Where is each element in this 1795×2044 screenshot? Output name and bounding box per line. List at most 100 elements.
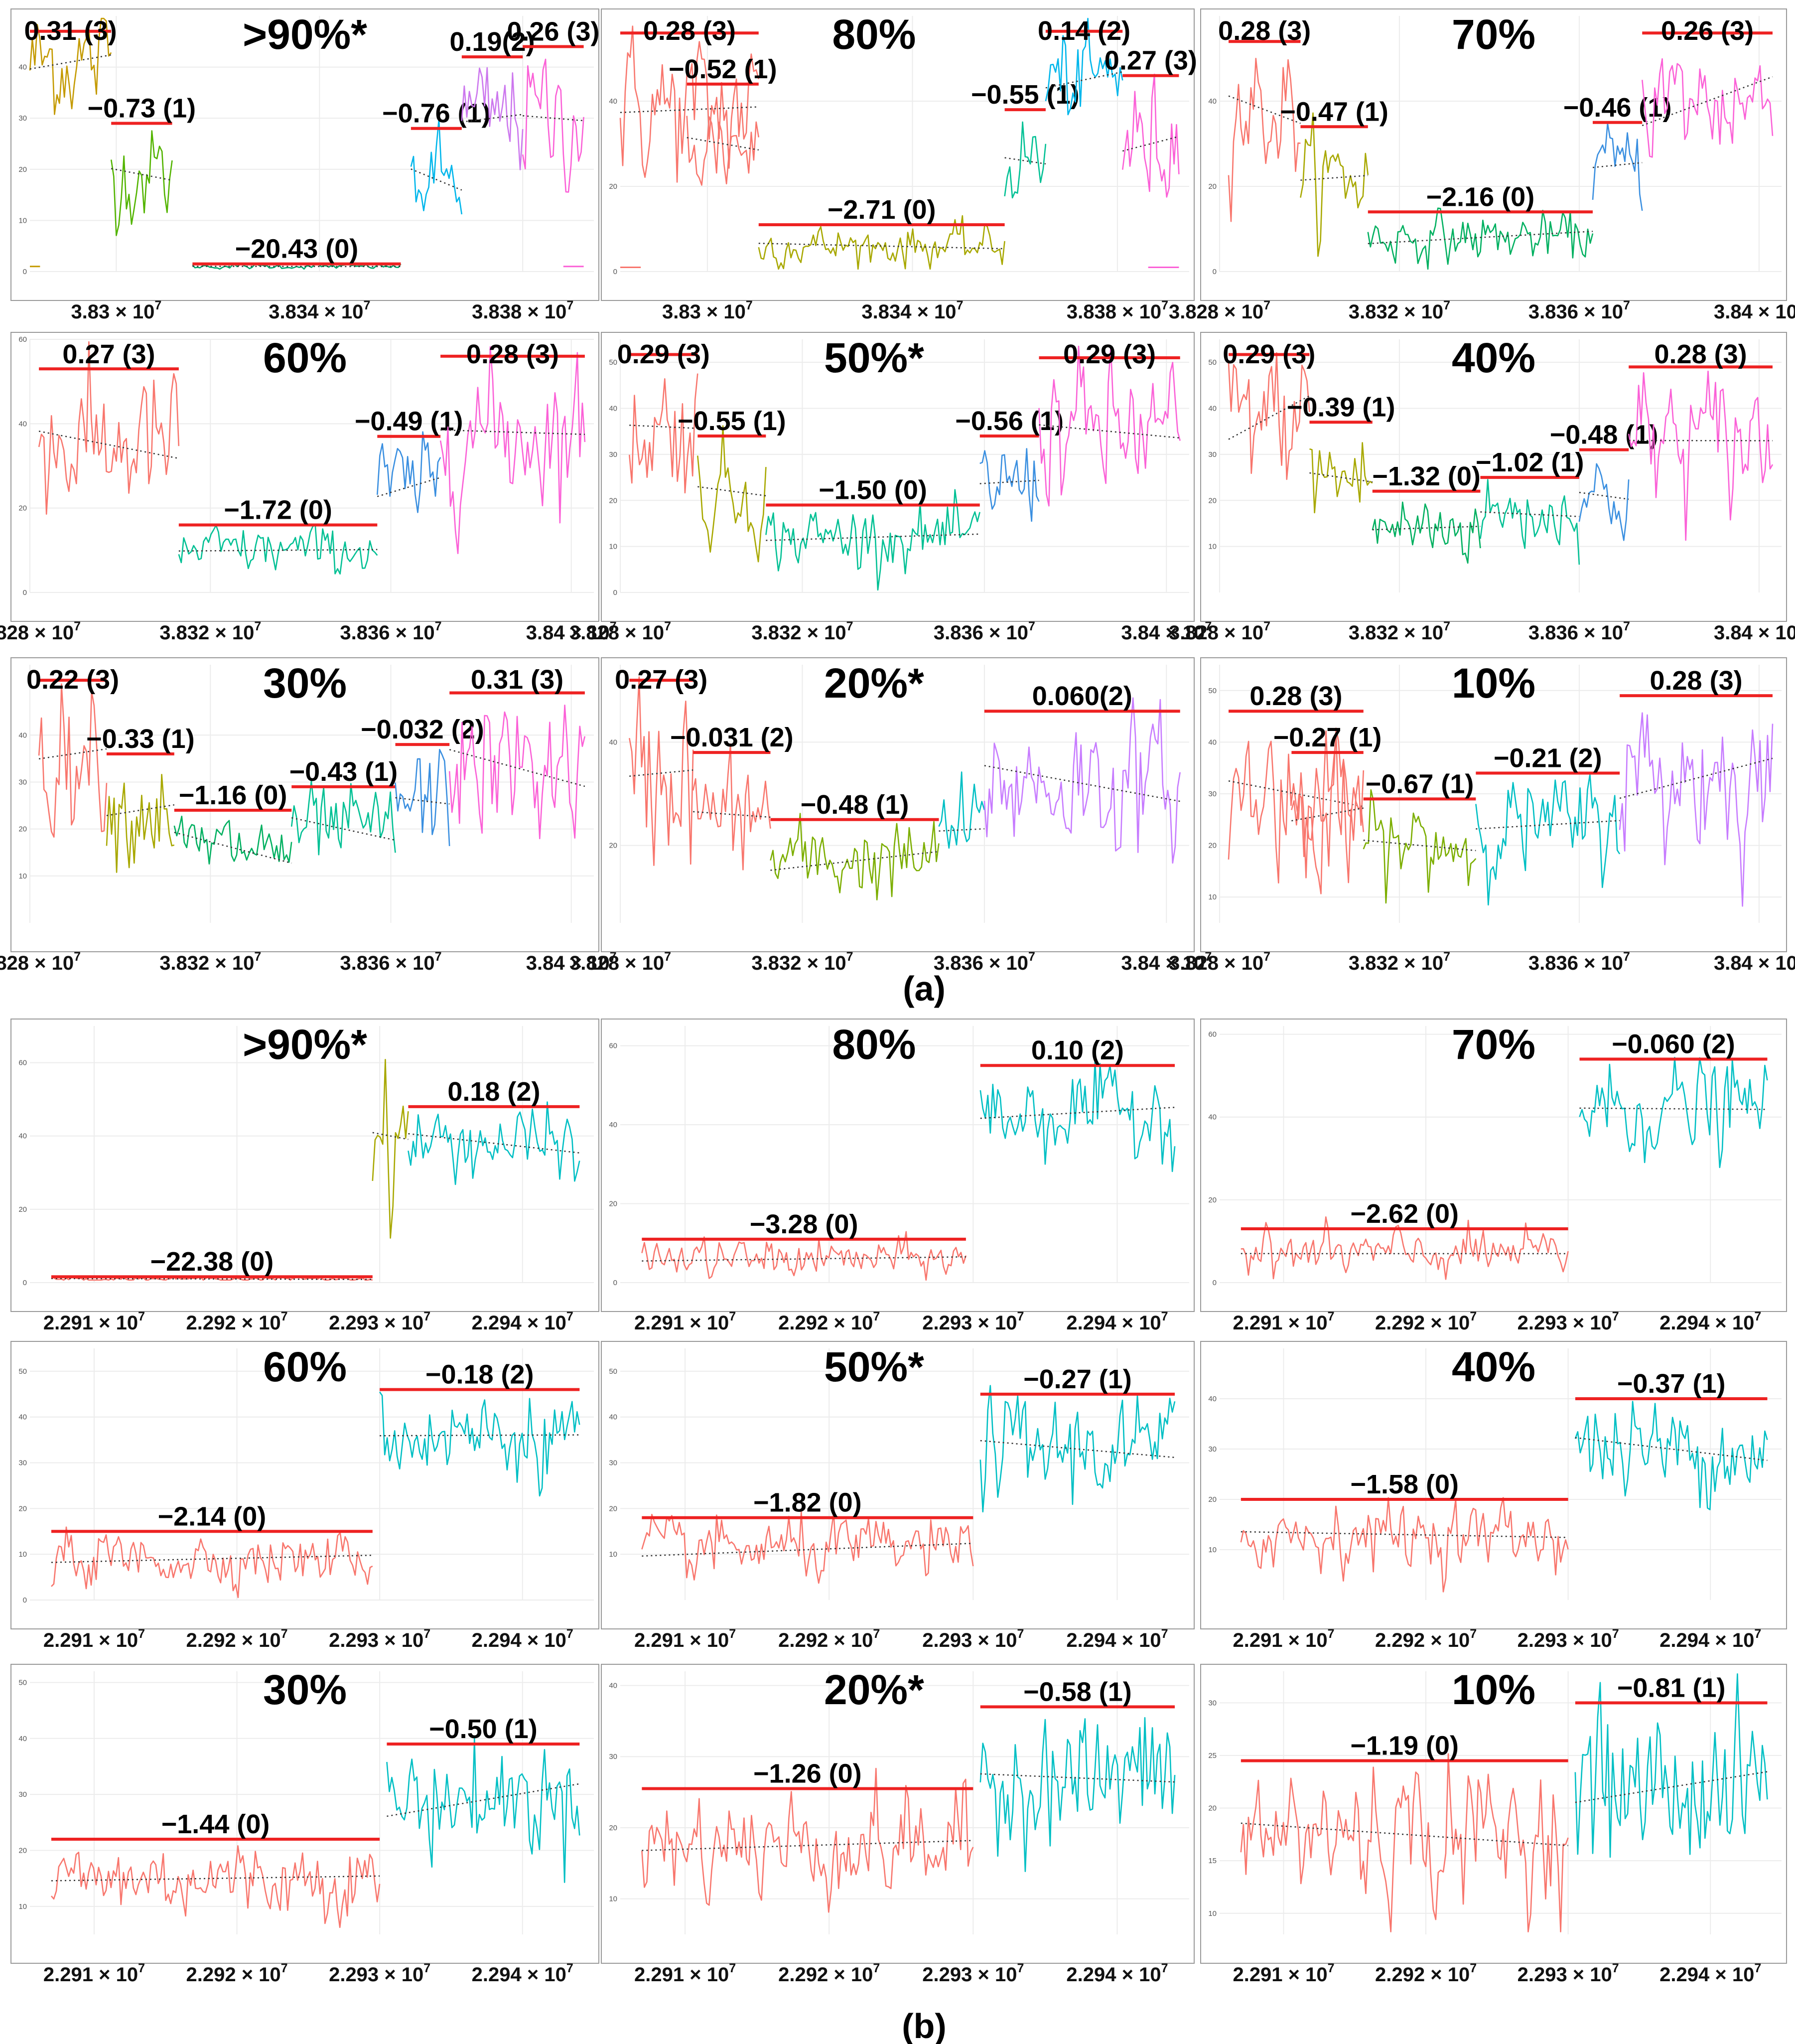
segment-label: −0.56 (1) — [955, 406, 1064, 436]
series-line — [697, 425, 767, 563]
y-tick-label: 20 — [18, 504, 27, 513]
x-tick-exponent: 7 — [1443, 619, 1450, 633]
series-line — [386, 1738, 580, 1883]
chart-panel-a6: 10 20 30 40 50 3.828 × 107 3.832 × 107 3.836 × … — [1169, 332, 1795, 644]
segment-a9-4: 0.28 (3) — [1619, 666, 1774, 907]
trend-line — [1309, 472, 1373, 483]
segment-label: −0.52 (1) — [669, 54, 777, 84]
series-line — [1619, 712, 1774, 907]
x-tick-label: 3.83 × 107 — [71, 298, 161, 323]
trend-line — [1363, 839, 1476, 852]
x-tick-exponent: 7 — [1470, 1961, 1477, 1975]
y-tick-label: 20 — [609, 842, 617, 850]
x-tick-label: 3.838 × 107 — [472, 298, 573, 323]
segment-a7-3: −0.43 (1) — [289, 757, 398, 856]
segment-label: −1.58 (0) — [1350, 1469, 1459, 1499]
segment-a9-0: 0.28 (3) — [1228, 681, 1365, 894]
y-tick-label: 50 — [1208, 358, 1217, 367]
x-tick-label: 2.292 × 107 — [1375, 1627, 1477, 1651]
y-tick-label: 10 — [609, 1550, 617, 1559]
x-tick-label: 2.291 × 107 — [1233, 1310, 1334, 1334]
x-tick-label: 2.291 × 107 — [634, 1310, 736, 1334]
y-tick-label: 10 — [18, 1550, 27, 1559]
segment-a7-5: 0.31 (3) — [448, 665, 586, 840]
series-line — [770, 813, 940, 900]
x-tick-label: 3.84 × 107 — [1714, 619, 1795, 644]
series-line — [1574, 1673, 1768, 1858]
trend-line — [411, 168, 462, 191]
x-tick-label: 2.294 × 107 — [472, 1310, 573, 1334]
y-tick-label: 20 — [609, 1200, 617, 1208]
series-line — [173, 815, 292, 865]
y-tick-label: 30 — [18, 1459, 27, 1467]
trend-line — [687, 137, 759, 151]
chart-panel-b1: 0 20 40 60 2.291 × 107 2.292 × 107 2.293 × 107… — [10, 1019, 599, 1334]
x-tick-exponent: 7 — [1161, 298, 1168, 312]
y-tick-label: 10 — [1208, 1546, 1217, 1554]
y-tick-label: 30 — [1208, 790, 1217, 798]
segment-a8-0: 0.27 (3) — [615, 665, 707, 866]
x-tick-label: 2.293 × 107 — [1518, 1310, 1619, 1334]
trend-line — [51, 1875, 380, 1882]
segment-a8-4: 0.060(2) — [983, 681, 1181, 864]
panel-title: 40% — [1452, 1343, 1535, 1390]
segment-label: −0.50 (1) — [429, 1714, 538, 1744]
chart-panel-b5: 10 20 30 40 50 2.291 × 107 2.292 × 107 2.293 × … — [601, 1341, 1195, 1651]
segment-label: −0.18 (2) — [425, 1360, 534, 1390]
trend-line — [1228, 395, 1310, 440]
segment-a4-2: −0.49 (1) — [355, 407, 463, 513]
x-tick-exponent: 7 — [1443, 950, 1450, 964]
series-line — [51, 1845, 381, 1928]
trend-line — [440, 429, 585, 436]
series-line — [1241, 1216, 1569, 1280]
segment-label: −0.37 (1) — [1617, 1369, 1726, 1399]
segment-label: 0.29 (3) — [1063, 339, 1156, 369]
segment-label: −0.48 (1) — [801, 790, 909, 820]
segment-b1-1 — [372, 1059, 409, 1239]
segment-a9-1: −0.27 (1) — [1273, 723, 1381, 867]
segment-label: 0.28 (3) — [643, 16, 736, 46]
trend-line — [620, 106, 759, 113]
x-tick-label: 3.828 × 107 — [569, 619, 671, 644]
series-line — [1045, 17, 1123, 116]
y-tick-label: 0 — [23, 1596, 27, 1605]
trend-line — [980, 1440, 1175, 1459]
segment-label: −1.82 (0) — [753, 1488, 862, 1518]
segment-a4-1: −1.72 (0) — [178, 495, 378, 575]
y-tick-label: 50 — [18, 1367, 27, 1376]
panel-frame-b5 — [601, 1341, 1195, 1629]
x-tick-exponent: 7 — [1028, 950, 1035, 964]
x-tick-exponent: 7 — [1263, 619, 1270, 633]
x-tick-label: 2.293 × 107 — [922, 1627, 1024, 1651]
x-tick-label: 3.828 × 107 — [1169, 950, 1270, 974]
y-tick-label: 0 — [23, 268, 27, 276]
series-line — [629, 373, 698, 494]
segment-label: −2.14 (0) — [158, 1501, 267, 1531]
chart-panel-a5: 0 10 20 30 40 50 3.828 × 107 3.832 × 107 3.836 ×… — [569, 332, 1212, 644]
series-line — [1475, 774, 1621, 906]
segment-a3-0: 0.28 (3) — [1218, 16, 1311, 222]
series-line — [1363, 789, 1477, 904]
series-line — [106, 774, 175, 873]
y-tick-label: 60 — [18, 1059, 27, 1067]
segment-label: 0.28 (3) — [466, 339, 559, 369]
x-tick-exponent: 7 — [363, 298, 370, 312]
series-line — [1240, 1497, 1569, 1593]
trend-line — [377, 477, 441, 497]
x-tick-label: 3.836 × 107 — [1528, 298, 1630, 323]
series-line — [448, 705, 586, 840]
x-tick-label: 3.84 × 107 — [526, 950, 617, 974]
segment-label: 0.28 (3) — [1249, 681, 1342, 711]
y-tick-label: 30 — [18, 1790, 27, 1799]
segment-a8-1: −0.031 (2) — [670, 723, 794, 871]
trend-line — [372, 1132, 409, 1140]
y-tick-label: 0 — [613, 1279, 617, 1287]
x-tick-label: 3.832 × 107 — [1349, 619, 1450, 644]
trend-line — [387, 1783, 580, 1817]
segment-a4-0: 0.27 (3) — [38, 339, 180, 515]
y-tick-label: 30 — [1208, 1445, 1217, 1454]
segment-a2-0: 0.28 (3) — [619, 16, 760, 268]
x-tick-exponent: 7 — [664, 619, 671, 633]
y-tick-label: 20 — [1208, 496, 1217, 505]
segment-a5-4: 0.29 (3) — [1038, 339, 1181, 507]
